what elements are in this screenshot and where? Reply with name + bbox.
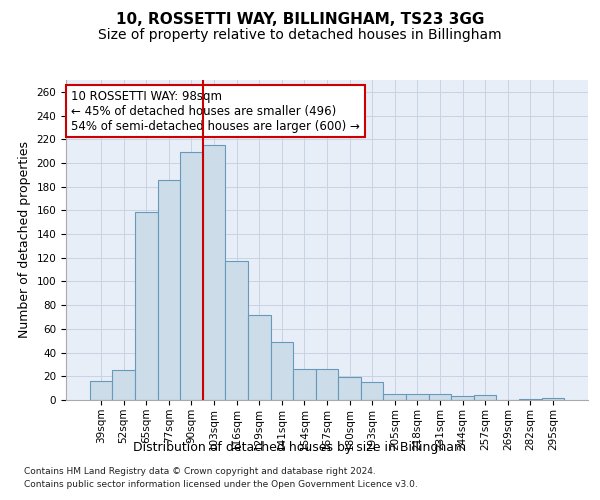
Bar <box>158 180 180 400</box>
Bar <box>361 382 383 400</box>
Bar <box>248 314 271 400</box>
Bar <box>542 398 564 400</box>
Bar <box>90 381 112 400</box>
Bar <box>383 394 406 400</box>
Bar <box>316 369 338 400</box>
Text: Distribution of detached houses by size in Billingham: Distribution of detached houses by size … <box>133 441 467 454</box>
Text: Size of property relative to detached houses in Billingham: Size of property relative to detached ho… <box>98 28 502 42</box>
Bar <box>293 369 316 400</box>
Bar <box>338 378 361 400</box>
Bar <box>226 262 248 400</box>
Bar <box>451 396 474 400</box>
Bar <box>180 152 203 400</box>
Text: Contains HM Land Registry data © Crown copyright and database right 2024.: Contains HM Land Registry data © Crown c… <box>24 467 376 476</box>
Bar <box>271 342 293 400</box>
Bar <box>135 212 158 400</box>
Bar <box>406 394 428 400</box>
Bar <box>519 399 542 400</box>
Text: 10, ROSSETTI WAY, BILLINGHAM, TS23 3GG: 10, ROSSETTI WAY, BILLINGHAM, TS23 3GG <box>116 12 484 28</box>
Y-axis label: Number of detached properties: Number of detached properties <box>18 142 31 338</box>
Bar <box>428 394 451 400</box>
Bar <box>474 396 496 400</box>
Bar <box>203 145 226 400</box>
Text: Contains public sector information licensed under the Open Government Licence v3: Contains public sector information licen… <box>24 480 418 489</box>
Bar <box>112 370 135 400</box>
Text: 10 ROSSETTI WAY: 98sqm
← 45% of detached houses are smaller (496)
54% of semi-de: 10 ROSSETTI WAY: 98sqm ← 45% of detached… <box>71 90 360 132</box>
